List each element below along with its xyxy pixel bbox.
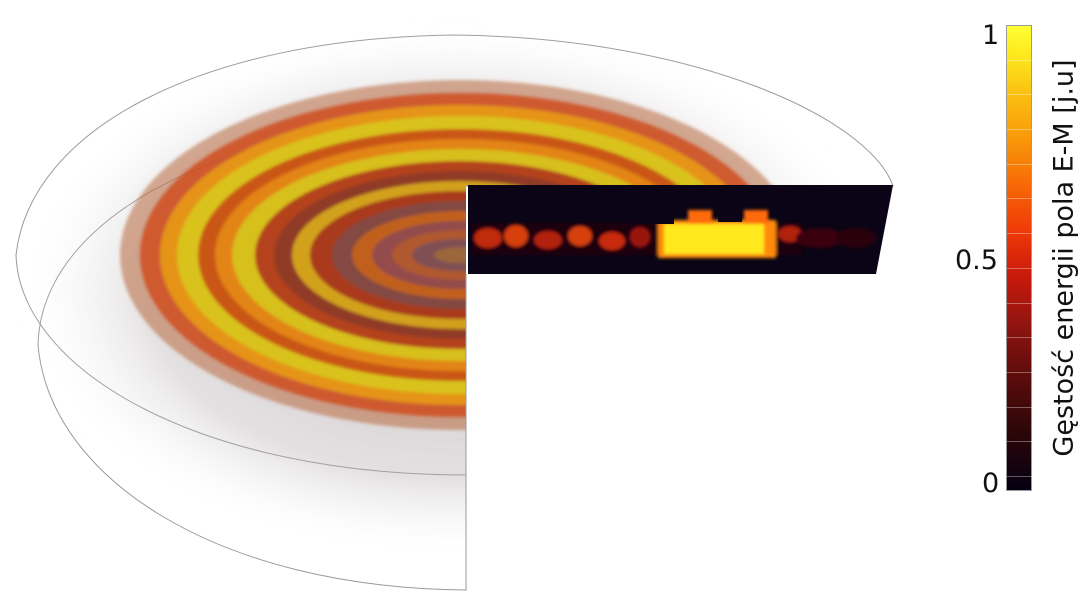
- cutout-region: [467, 274, 947, 605]
- colorbar-tick-label: 1: [982, 20, 1000, 51]
- colorbar-tick-label: 0.5: [955, 245, 998, 276]
- colorbar: [1006, 25, 1033, 491]
- cross-section-slice: [468, 185, 893, 274]
- colorbar-title: Gęstość energii pola E-M [j.u]: [1048, 59, 1080, 457]
- colorbar-tick-label: 0: [982, 468, 1000, 499]
